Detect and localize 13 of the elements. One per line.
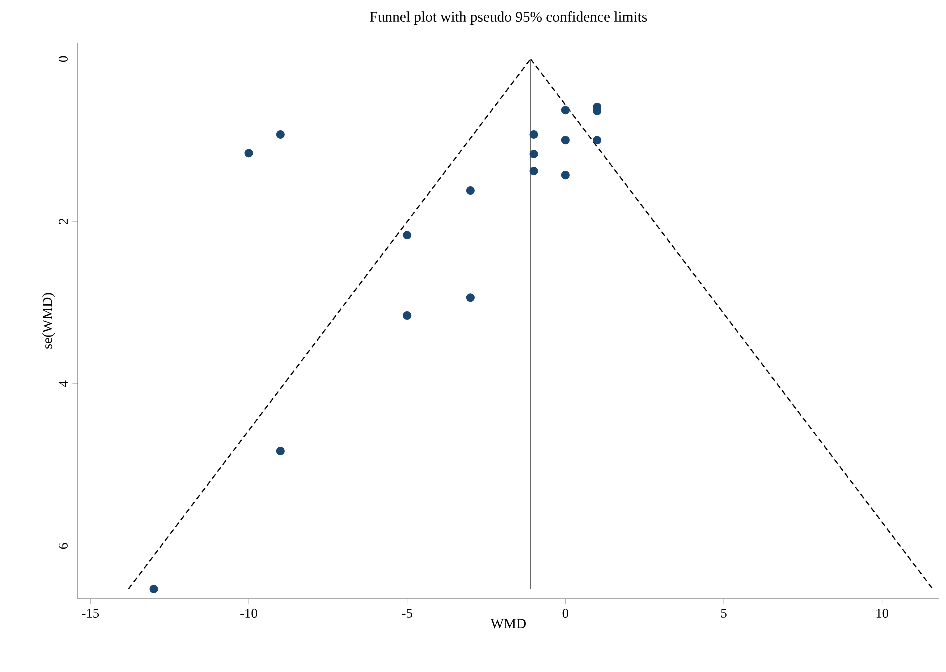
x-axis-title: WMD (490, 619, 526, 629)
x-tick-label: 0 (562, 609, 569, 618)
y-tick-label: 2 (59, 218, 68, 224)
y-axis-title: se(WMD) (42, 293, 56, 349)
x-tick-label: 5 (721, 609, 727, 618)
y-tick-label: 0 (58, 56, 68, 62)
x-tick-label: -5 (402, 609, 412, 618)
chart-title: Funnel plot with pseudo 95% confidence limits (370, 12, 648, 25)
x-tick-label: -10 (240, 609, 258, 618)
y-tick-label: 4 (59, 380, 68, 387)
x-tick-label: -15 (82, 609, 100, 618)
x-tick-label: 10 (876, 609, 889, 618)
y-tick-label: 6 (59, 543, 68, 550)
